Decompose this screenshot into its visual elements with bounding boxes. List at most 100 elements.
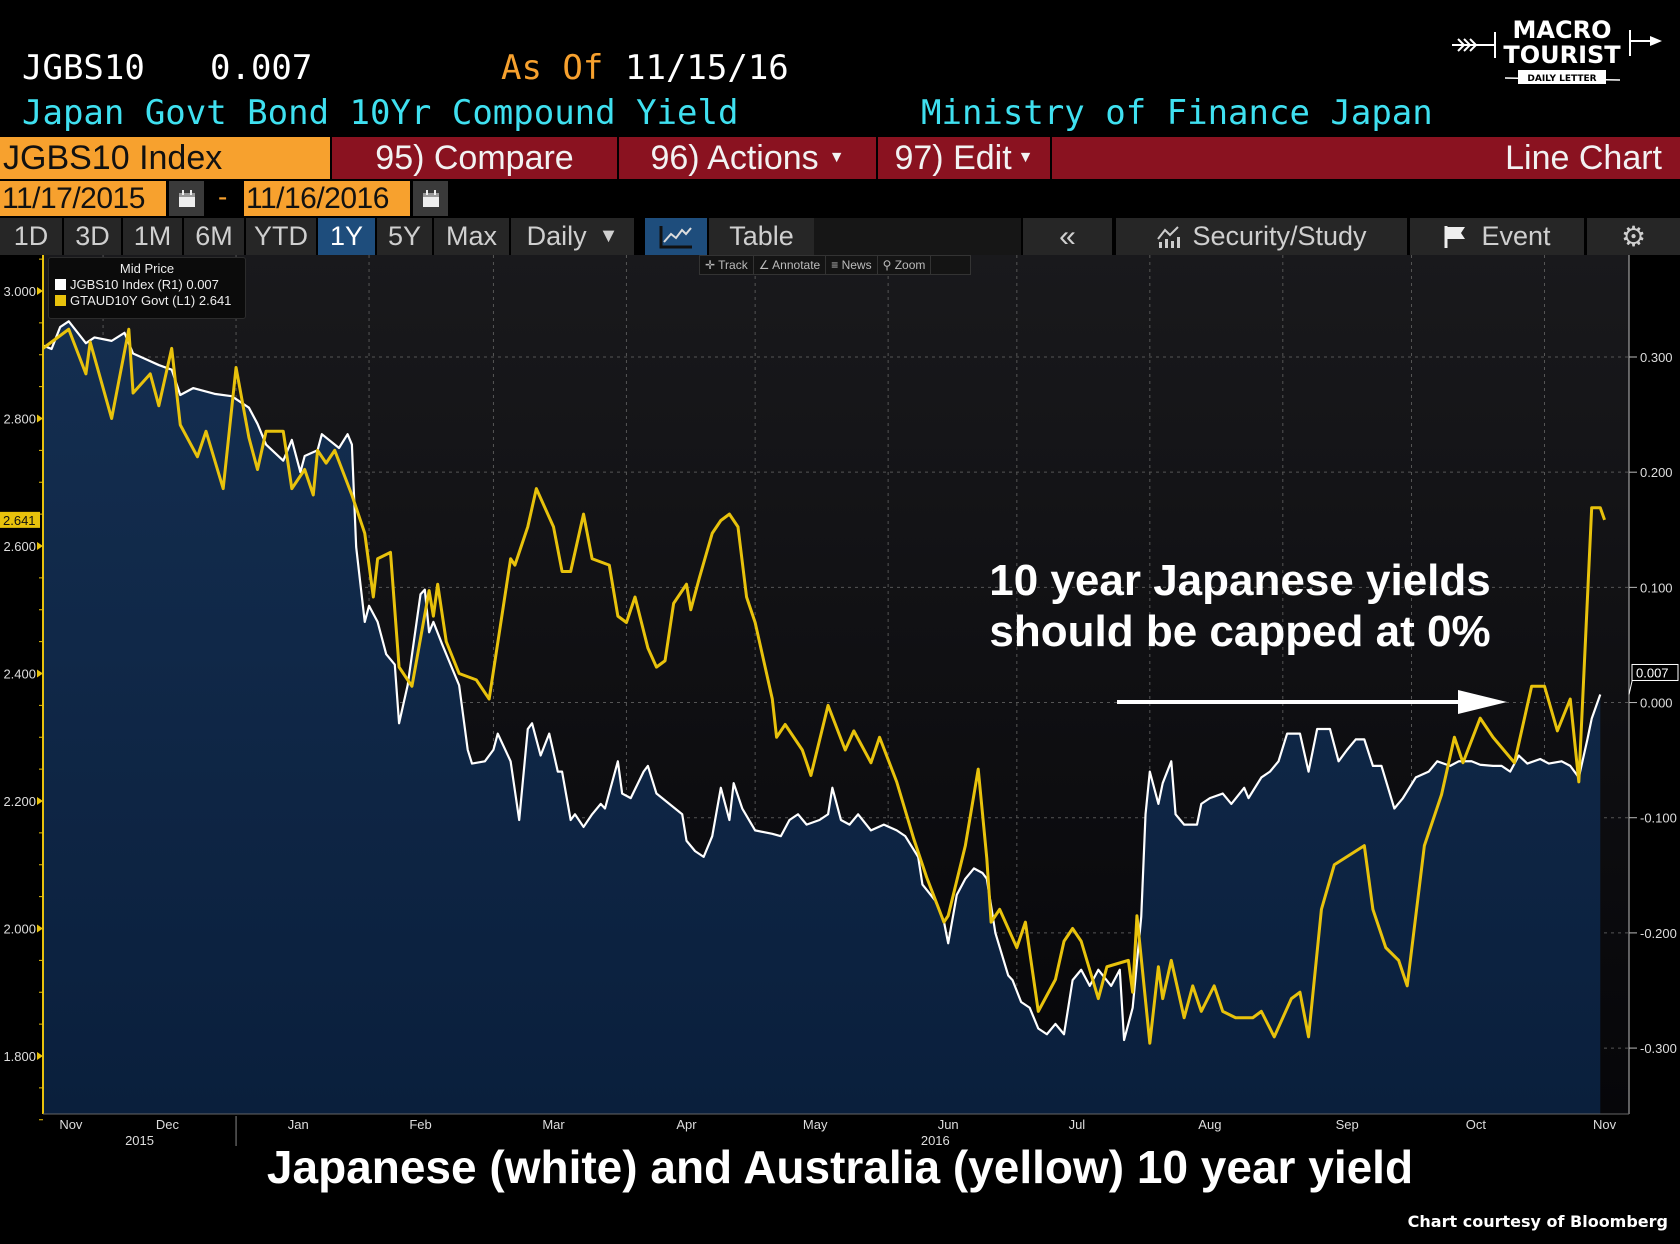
legend-entry-aud: GTAUD10Y Govt (L1) 2.641 (55, 293, 239, 309)
security-study-button[interactable]: Security/Study (1116, 218, 1407, 255)
x-axis-tick-label: Nov (1593, 1117, 1617, 1132)
chart-type-text: Line Chart (1505, 138, 1662, 177)
as-of-label: As Of (501, 48, 604, 88)
x-axis-tick-label: Dec (156, 1117, 180, 1132)
caret-down-icon: ▼ (1017, 149, 1034, 166)
left-axis-tick-label: 3.000 (3, 284, 36, 299)
jgb-area-fill (43, 321, 1601, 1114)
right-axis-tick-label: 0.100 (1640, 580, 1673, 595)
security-description: Japan Govt Bond 10Yr Compound Yield (22, 93, 739, 133)
chart-type-label: Line Chart (1052, 137, 1680, 179)
chart-caption: Japanese (white) and Australia (yellow) … (266, 1141, 1414, 1193)
line-chart-icon (659, 225, 692, 248)
period-1y[interactable]: 1Y (318, 218, 375, 255)
period-1d[interactable]: 1D (0, 218, 62, 255)
right-axis-tick-label: -0.300 (1640, 1041, 1677, 1056)
calendar-icon[interactable] (413, 181, 448, 216)
event-label: Event (1481, 221, 1551, 251)
x-axis-year-label: 2015 (125, 1133, 154, 1148)
news-tool[interactable]: ≡ News (826, 256, 878, 274)
jgb-current-value: 0.007 (1636, 665, 1669, 680)
caret-down-icon: ▼ (598, 225, 619, 247)
x-axis-tick-label: Aug (1198, 1117, 1221, 1132)
table-view-button[interactable]: Table (709, 218, 814, 255)
macro-tourist-logo: MACRO TOURIST DAILY LETTER (1452, 16, 1662, 84)
aud-current-value: 2.641 (3, 513, 36, 528)
end-date-input[interactable]: 11/16/2016 (244, 181, 410, 216)
right-axis-tick-label: 0.300 (1640, 350, 1673, 365)
x-axis-tick-label: Nov (59, 1117, 83, 1132)
x-axis-tick-label: Apr (676, 1117, 697, 1132)
aud-series-line (42, 327, 1606, 1045)
jgb-series-line (42, 320, 1602, 1042)
calendar-icon[interactable] (169, 181, 204, 216)
right-axis-tick-label: -0.200 (1640, 926, 1677, 941)
legend-entry-jgb: JGBS10 Index (R1) 0.007 (55, 277, 239, 293)
x-axis-tick-label: Jul (1069, 1117, 1086, 1132)
period-max[interactable]: Max (434, 218, 509, 255)
logo-tagline: DAILY LETTER (1527, 74, 1596, 84)
actions-menu[interactable]: 96) Actions ▼ (619, 137, 876, 179)
logo-line2: TOURIST (1503, 41, 1621, 69)
last-value: 0.007 (210, 48, 313, 88)
security-field-label: JGBS10 Index (3, 138, 223, 177)
track-tool[interactable]: ✛ Track (700, 256, 754, 274)
period-3d[interactable]: 3D (64, 218, 121, 255)
jgb-current-value-box (1631, 663, 1679, 681)
event-button[interactable]: Event (1410, 218, 1584, 255)
edit-label: 97) Edit (894, 138, 1012, 177)
x-axis-tick-label: Jun (938, 1117, 959, 1132)
legend-title: Mid Price (119, 261, 175, 276)
zoom-tool[interactable]: ⚲ Zoom (878, 256, 932, 274)
actions-label: 96) Actions (650, 138, 819, 177)
frequency-select[interactable]: Daily ▼ (511, 218, 634, 255)
x-axis-tick-label: Jan (288, 1117, 309, 1132)
x-axis-tick-label: Mar (542, 1117, 565, 1132)
logo-line1: MACRO (1513, 16, 1612, 44)
right-axis-tick-label: 0.200 (1640, 465, 1673, 480)
left-axis-tick-label: 2.400 (3, 667, 36, 682)
aud-current-value-box (0, 511, 40, 528)
x-axis-tick-label: Sep (1336, 1117, 1359, 1132)
left-axis-tick-label: 1.800 (3, 1049, 36, 1064)
security-study-icon (1157, 225, 1181, 248)
toolbar-spacer (814, 218, 1021, 255)
left-axis-tick-label: 2.600 (3, 539, 36, 554)
date-separator: - (218, 181, 228, 212)
start-date-input[interactable]: 11/17/2015 (0, 181, 166, 216)
compare-label: 95) Compare (375, 138, 574, 177)
edit-menu[interactable]: 97) Edit ▼ (878, 137, 1050, 179)
collapse-button[interactable]: « (1023, 218, 1112, 255)
right-axis-tick-label: -0.100 (1640, 811, 1677, 826)
frequency-value: Daily (526, 221, 587, 251)
x-axis-tick-label: May (803, 1117, 828, 1132)
annotation-arrow (1117, 690, 1507, 714)
security-field[interactable]: JGBS10 Index (0, 137, 330, 179)
chart-credit: Chart courtesy of Bloomberg (1407, 1212, 1668, 1231)
left-axis-tick-label: 2.200 (3, 794, 36, 809)
annotation-line-1: 10 year Japanese yields (989, 556, 1491, 605)
security-study-label: Security/Study (1192, 221, 1367, 251)
annotation-line-2: should be capped at 0% (989, 607, 1491, 656)
period-6m[interactable]: 6M (184, 218, 244, 255)
as-of-date: 11/15/16 (625, 48, 789, 88)
flag-icon (1444, 225, 1466, 248)
period-1m[interactable]: 1M (123, 218, 182, 255)
line-chart-view-button[interactable] (645, 218, 707, 255)
annotate-tool[interactable]: ∠ Annotate (754, 256, 827, 274)
x-axis-year-label: 2016 (921, 1133, 950, 1148)
settings-gear-icon[interactable]: ⚙ (1587, 218, 1680, 255)
right-axis-tick-label: 0.000 (1640, 696, 1673, 711)
caret-down-icon: ▼ (828, 149, 845, 166)
compare-button[interactable]: 95) Compare (332, 137, 617, 179)
period-5y[interactable]: 5Y (377, 218, 432, 255)
chart-annotation: 10 year Japanese yields should be capped… (860, 555, 1620, 657)
chart-legend: Mid Price JGBS10 Index (R1) 0.007 GTAUD1… (48, 257, 246, 319)
period-ytd[interactable]: YTD (246, 218, 316, 255)
left-axis-tick-label: 2.800 (3, 412, 36, 427)
x-axis-tick-label: Feb (409, 1117, 431, 1132)
chart-tools-strip: ✛ Track ∠ Annotate ≡ News ⚲ Zoom (699, 255, 971, 275)
left-axis-tick-label: 2.000 (3, 922, 36, 937)
ticker: JGBS10 (22, 48, 145, 88)
